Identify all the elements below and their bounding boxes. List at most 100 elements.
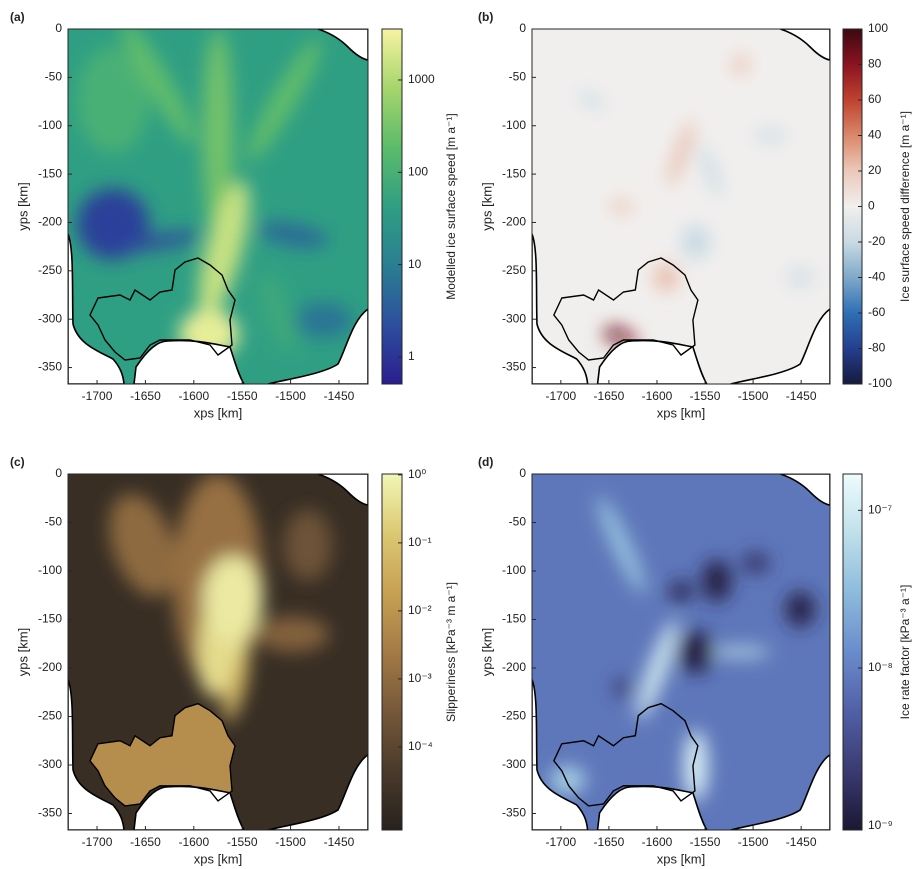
y-tick-label: 0: [55, 466, 62, 480]
x-tick-label: -1650: [130, 835, 161, 849]
y-tick-label: -150: [502, 612, 526, 626]
colorbar-tick-label: 10⁰: [408, 467, 426, 481]
colorbar-tick-label: 100: [868, 21, 888, 35]
y-tick-label: -300: [502, 311, 526, 325]
colorbar-tick-label: 10⁻²: [408, 603, 432, 617]
field-feature: [293, 302, 353, 338]
colorbar-tick-label: 10: [408, 257, 422, 271]
field-feature: [257, 616, 329, 652]
field-feature: [203, 556, 263, 641]
field-feature: [550, 766, 586, 794]
y-tick-label: -350: [502, 360, 526, 374]
x-tick-label: -1450: [786, 835, 817, 849]
y-tick-label: -250: [38, 263, 62, 277]
y-tick-label: -50: [45, 70, 63, 84]
y-tick-label: 0: [519, 21, 526, 35]
panel-label: (d): [478, 455, 493, 469]
y-tick-label: -150: [38, 166, 62, 180]
colorbar-tick-label: -80: [868, 341, 886, 355]
y-tick-label: -350: [38, 806, 62, 820]
colorbar-tick-label: 10⁻⁷: [868, 503, 892, 517]
y-tick-label: -300: [502, 757, 526, 771]
y-axis-label: yps [km]: [479, 628, 494, 676]
field-feature: [604, 327, 628, 341]
y-tick-label: -50: [45, 515, 63, 529]
field-feature: [711, 647, 771, 658]
colorbar-tick-label: 1000: [408, 72, 435, 86]
colorbar-label: Ice rate factor [kPa⁻³ a⁻¹]: [898, 585, 912, 720]
colorbar-tick-label: -60: [868, 305, 886, 319]
panel-label: (c): [10, 455, 25, 469]
x-tick-label: -1500: [275, 835, 306, 849]
y-tick-label: -150: [502, 166, 526, 180]
colorbar: [382, 29, 402, 384]
field-feature: [741, 552, 771, 573]
y-tick-label: -250: [38, 709, 62, 723]
panel: -1700-1650-1600-1550-1500-14500-50-100-1…: [10, 455, 458, 866]
x-tick-label: -1450: [324, 835, 355, 849]
x-tick-label: -1700: [545, 389, 576, 403]
colorbar: [382, 474, 402, 830]
y-tick-label: -100: [502, 563, 526, 577]
colorbar-tick-label: -20: [868, 234, 886, 248]
field-feature: [753, 128, 789, 142]
panel: -1700-1650-1600-1550-1500-14500-50-100-1…: [478, 10, 912, 420]
field-feature: [284, 510, 332, 581]
figure: -1700-1650-1600-1550-1500-14500-50-100-1…: [0, 0, 916, 869]
colorbar-label: Modelled ice surface speed [m a⁻¹]: [444, 113, 458, 299]
heatmap-field: [532, 29, 830, 384]
colorbar-tick-label: -40: [868, 270, 886, 284]
colorbar-label: Ice surface speed difference [m a⁻¹]: [898, 111, 912, 302]
panel-label: (b): [478, 10, 493, 24]
colorbar-tick-label: 20: [868, 163, 882, 177]
x-axis-label: xps [km]: [194, 405, 242, 420]
y-tick-label: -250: [502, 263, 526, 277]
colorbar-tick-label: 0: [868, 199, 875, 213]
x-tick-label: -1700: [545, 835, 576, 849]
colorbar-tick-label: 60: [868, 92, 882, 106]
y-tick-label: 0: [519, 466, 526, 480]
field-feature: [785, 267, 815, 288]
x-tick-label: -1500: [738, 389, 769, 403]
colorbar-tick-label: 40: [868, 128, 882, 142]
x-tick-label: -1700: [82, 835, 113, 849]
x-tick-label: -1600: [642, 389, 673, 403]
field-feature: [612, 677, 630, 698]
colorbar-label: Slipperiness [kPa⁻³ m a⁻¹]: [444, 582, 458, 722]
x-tick-label: -1500: [275, 389, 306, 403]
colorbar-tick-label: 10⁻⁹: [868, 818, 893, 832]
field-feature: [732, 54, 750, 75]
y-tick-label: -300: [38, 757, 62, 771]
field-base: [532, 29, 830, 384]
y-tick-label: -350: [502, 806, 526, 820]
y-tick-label: -300: [38, 311, 62, 325]
y-tick-label: -200: [502, 215, 526, 229]
x-tick-label: -1700: [82, 389, 113, 403]
x-tick-label: -1650: [594, 835, 625, 849]
colorbar: [843, 474, 862, 830]
y-tick-label: -200: [38, 215, 62, 229]
x-axis-label: xps [km]: [657, 851, 705, 866]
colorbar-tick-label: 80: [868, 57, 882, 71]
x-axis-label: xps [km]: [657, 405, 705, 420]
field-feature: [785, 591, 815, 627]
colorbar-tick-label: 10⁻⁴: [408, 739, 433, 753]
y-tick-label: -150: [38, 612, 62, 626]
x-tick-label: -1650: [594, 389, 625, 403]
y-axis-label: yps [km]: [15, 628, 30, 676]
x-tick-label: -1450: [786, 389, 817, 403]
y-tick-label: -50: [509, 515, 527, 529]
colorbar-tick-label: 100: [408, 164, 428, 178]
y-tick-label: -200: [38, 660, 62, 674]
panel: -1700-1650-1600-1550-1500-14500-50-100-1…: [478, 455, 912, 866]
x-tick-label: -1600: [178, 389, 209, 403]
colorbar-tick-label: 10⁻¹: [408, 535, 432, 549]
x-tick-label: -1550: [690, 835, 721, 849]
x-tick-label: -1650: [130, 389, 161, 403]
y-tick-label: -100: [38, 563, 62, 577]
y-axis-label: yps [km]: [479, 182, 494, 230]
x-tick-label: -1500: [738, 835, 769, 849]
colorbar-tick-label: -100: [868, 376, 892, 390]
y-tick-label: -100: [38, 118, 62, 132]
y-tick-label: -200: [502, 660, 526, 674]
